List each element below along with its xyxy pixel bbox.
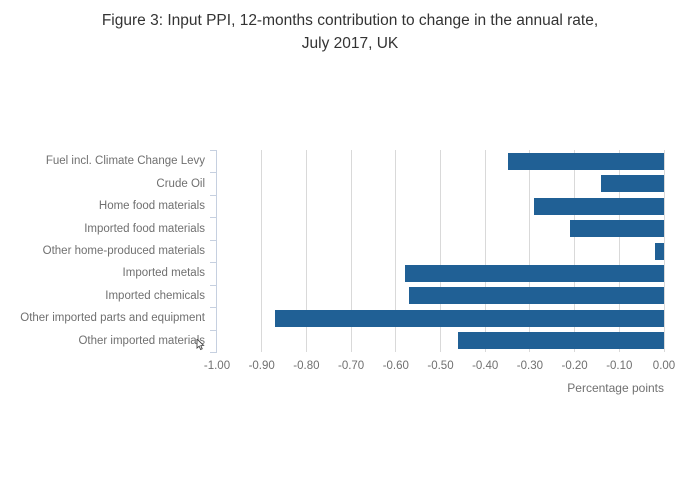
x-axis-tick-label: -0.90 [248, 360, 275, 372]
gridline [663, 150, 665, 352]
bar [534, 197, 664, 215]
gridline [484, 150, 486, 352]
category-label: Imported food materials [84, 222, 205, 235]
y-axis-tick [210, 150, 216, 151]
bar [570, 220, 664, 238]
bar [601, 175, 664, 193]
y-axis-tick [210, 172, 216, 174]
x-axis-title: Percentage points [567, 381, 664, 395]
y-axis-tick [210, 262, 216, 264]
y-axis-tick [210, 284, 216, 286]
y-axis-tick [210, 307, 216, 309]
x-axis-tick-label: -0.40 [472, 360, 499, 372]
category-label: Imported metals [122, 267, 205, 280]
y-axis-line [216, 150, 217, 353]
gridline [395, 150, 397, 352]
x-axis-tick-label: -0.20 [561, 360, 588, 372]
category-label: Crude Oil [156, 177, 205, 190]
mouse-cursor-icon [196, 339, 205, 351]
y-axis-tick [210, 352, 216, 353]
category-label: Other home-produced materials [42, 244, 205, 257]
bar [275, 309, 664, 327]
x-axis-tick-label: -0.70 [337, 360, 365, 372]
bar [507, 152, 664, 170]
y-axis-tick [210, 217, 216, 219]
gridline [261, 150, 263, 352]
category-label: Home food materials [98, 200, 205, 213]
bar [404, 264, 664, 282]
y-axis-tick [210, 239, 216, 241]
bar [458, 332, 664, 350]
x-axis-tick-label: -0.30 [516, 360, 543, 372]
x-axis-tick-label: -0.10 [606, 360, 633, 372]
chart-title-line2: July 2017, UK [301, 35, 399, 52]
category-label: Imported chemicals [105, 289, 205, 302]
y-axis-tick [210, 329, 216, 331]
gridline [350, 150, 352, 352]
gridline [440, 150, 441, 352]
y-axis-tick [210, 194, 216, 196]
bar [655, 242, 664, 260]
gridline [574, 150, 576, 352]
chart-title-line1: Figure 3: Input PPI, 12-months contribut… [101, 12, 599, 29]
x-axis-tick-label: -0.50 [427, 360, 454, 372]
x-axis-tick-label: -0.80 [293, 360, 320, 372]
x-axis-tick-label: 0.00 [652, 360, 676, 372]
gridline [305, 150, 307, 352]
bar [409, 287, 664, 305]
category-label: Other imported materials [78, 334, 205, 347]
x-axis-tick-label: -0.60 [382, 360, 409, 372]
gridline [618, 150, 620, 352]
category-label: Other imported parts and equipment [20, 312, 205, 325]
category-label: Fuel incl. Climate Change Levy [45, 155, 205, 168]
gridline [529, 150, 531, 352]
x-axis-tick-label: -1.00 [203, 360, 231, 372]
chart-title: Figure 3: Input PPI, 12-months contribut… [0, 9, 700, 55]
